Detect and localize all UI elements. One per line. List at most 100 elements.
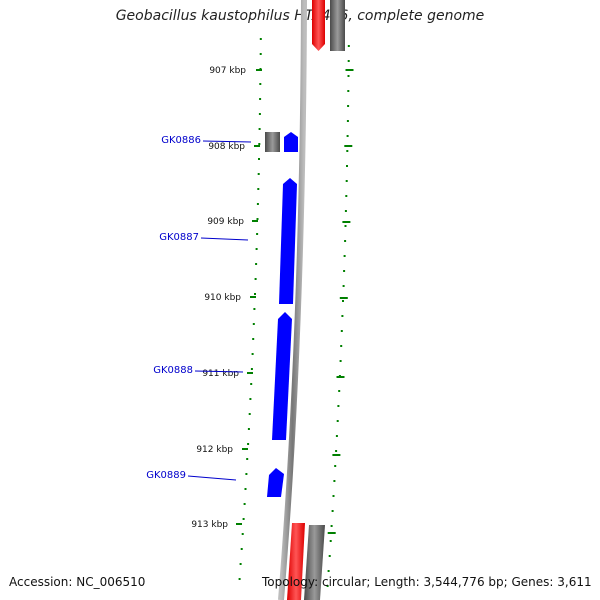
ruler-dot	[347, 60, 350, 62]
ruler-dot	[327, 570, 330, 572]
ruler-dot	[241, 533, 244, 535]
ruler-dot	[346, 150, 349, 152]
gk0886-leader	[202, 140, 252, 143]
ruler-dot	[342, 300, 344, 302]
ruler-dot	[256, 203, 259, 205]
ruler-dot	[258, 128, 261, 130]
gene-label-gk0887[interactable]: GK0887	[159, 232, 199, 243]
kbp-label-911: 911 kbp	[202, 369, 239, 379]
neighbor-gene-bottom-red[interactable]	[287, 523, 305, 600]
ruler-dot	[255, 248, 258, 250]
ruler-dot	[242, 518, 245, 520]
ruler-dot	[344, 210, 347, 212]
ruler-dot	[250, 383, 253, 385]
ruler-dot	[247, 428, 250, 430]
ruler-dot	[252, 338, 255, 340]
gene-labels: GK0886 GK0887 GK0888 GK0889	[146, 135, 252, 481]
kbp-label-912: 912 kbp	[196, 445, 233, 455]
ruler-dot	[340, 330, 343, 332]
ruler-dot	[335, 435, 338, 437]
neighbor-gene-grey-small[interactable]	[265, 132, 280, 152]
ruler-dot	[343, 270, 346, 272]
ruler-dot	[246, 458, 249, 460]
ruler-dot	[257, 173, 260, 175]
gene-label-gk0888[interactable]: GK0888	[153, 365, 193, 376]
ruler-dot	[336, 420, 339, 422]
kbp-ticks: 907 kbp 908 kbp 909 kbp 910 kbp 911 kbp …	[191, 66, 262, 530]
ruler-dot	[258, 143, 261, 145]
gene-arrow-gk0889[interactable]	[267, 468, 284, 497]
outer-ruler-dots	[326, 45, 354, 587]
ruler-dot	[344, 225, 347, 227]
gene-arrow-gk0886[interactable]	[284, 132, 298, 152]
ruler-dot	[330, 525, 333, 527]
ruler-dot	[258, 158, 260, 160]
ruler-dot	[256, 218, 259, 220]
ruler-dot	[346, 120, 349, 122]
ruler-dot	[248, 413, 251, 415]
ruler-dot	[259, 98, 262, 100]
ruler-dot	[347, 45, 350, 47]
ruler-dot	[254, 278, 257, 280]
ruler-dot	[339, 360, 342, 362]
ruler-dot	[333, 480, 336, 482]
neighbor-gene-top-grey[interactable]	[330, 0, 345, 51]
focus-genes	[267, 132, 298, 497]
ruler-dot	[331, 510, 334, 512]
ruler-dot	[251, 353, 254, 355]
ruler-dot	[253, 308, 256, 310]
ruler-dot	[340, 345, 343, 347]
ruler-dot	[244, 488, 247, 490]
ruler-dot	[259, 38, 262, 40]
accession-text: Accession: NC_006510	[9, 575, 146, 589]
ruler-dot	[257, 188, 260, 190]
topology-text: Topology: circular; Length: 3,544,776 bp…	[262, 575, 592, 589]
kbp-label-913: 913 kbp	[191, 520, 228, 530]
ruler-dot	[238, 578, 241, 580]
ruler-dot	[341, 315, 344, 317]
ruler-dot	[252, 323, 255, 325]
ruler-dot	[347, 90, 350, 92]
ruler-dot	[338, 390, 341, 392]
ruler-dot	[346, 165, 348, 167]
neighbor-gene-top-red[interactable]	[312, 0, 325, 51]
kbp-label-909: 909 kbp	[207, 217, 244, 227]
ruler-dot	[328, 555, 331, 557]
ruler-dot	[337, 405, 340, 407]
gk0888-leader	[194, 370, 244, 373]
ruler-dot	[259, 83, 262, 85]
ruler-dot	[329, 540, 332, 542]
gene-label-gk0886[interactable]: GK0886	[161, 135, 201, 146]
gk0887-leader	[200, 237, 249, 241]
inner-ruler-dots	[238, 38, 262, 580]
ruler-dot	[342, 285, 345, 287]
ruler-dot	[239, 563, 242, 565]
ruler-dot	[240, 548, 243, 550]
ruler-dot	[345, 180, 348, 182]
gene-arrow-gk0888[interactable]	[272, 312, 292, 440]
ruler-dot	[259, 53, 262, 55]
ruler-dot	[343, 255, 346, 257]
gene-label-gk0889[interactable]: GK0889	[146, 470, 186, 481]
neighbor-gene-bottom-grey[interactable]	[304, 525, 325, 600]
kbp-label-908: 908 kbp	[208, 142, 245, 152]
gene-arrow-gk0887[interactable]	[279, 178, 297, 304]
ruler-dot	[255, 263, 258, 265]
kbp-label-910: 910 kbp	[204, 293, 241, 303]
ruler-dot	[346, 135, 349, 137]
ruler-dot	[256, 233, 259, 235]
neighbor-genes	[265, 0, 345, 600]
ruler-dot	[332, 495, 335, 497]
ruler-dot	[334, 465, 337, 467]
ruler-dot	[335, 450, 338, 452]
ruler-dot	[344, 240, 347, 242]
ruler-dot	[347, 75, 350, 77]
genome-title: Geobacillus kaustophilus HTA426, complet…	[115, 8, 485, 24]
ruler-dot	[243, 503, 246, 505]
gk0889-leader	[187, 475, 237, 481]
ruler-dot	[326, 585, 329, 587]
ruler-dot	[245, 473, 248, 475]
genome-backbone	[278, 0, 307, 600]
ruler-dot	[254, 293, 256, 295]
